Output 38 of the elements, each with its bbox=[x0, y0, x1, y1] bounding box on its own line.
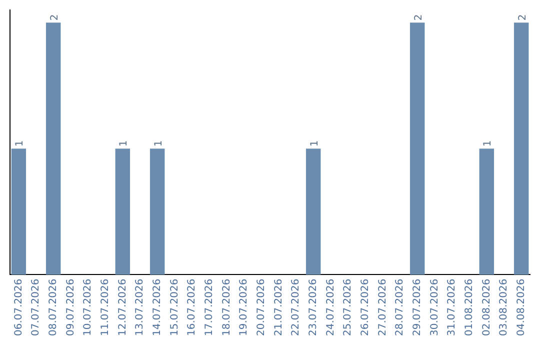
x-tick-label: 04.08.2026 bbox=[516, 278, 527, 336]
data-label: 1 bbox=[118, 140, 130, 147]
data-label: 2 bbox=[413, 14, 424, 21]
x-tick-label: 09.07.2026 bbox=[65, 278, 76, 336]
x-tick-label: 28.07.2026 bbox=[394, 278, 406, 336]
x-tick-label: 25.07.2026 bbox=[342, 278, 354, 336]
x-tick-label: 15.07.2026 bbox=[169, 278, 180, 336]
x-tick-label: 30.07.2026 bbox=[429, 278, 440, 336]
data-label: 1 bbox=[482, 140, 494, 147]
data-label: 1 bbox=[309, 140, 320, 147]
x-tick-label: 31.07.2026 bbox=[446, 278, 458, 336]
x-tick-label: 14.07.2026 bbox=[152, 278, 163, 336]
x-tick-label: 03.08.2026 bbox=[498, 278, 510, 336]
data-label: 1 bbox=[14, 140, 26, 147]
x-tick-label: 27.07.2026 bbox=[377, 278, 388, 336]
x-tick-label: 11.07.2026 bbox=[100, 278, 111, 336]
x-tick-label: 06.07.2026 bbox=[13, 278, 24, 336]
x-tick-label: 16.07.2026 bbox=[186, 278, 198, 336]
x-tick-label: 08.07.2026 bbox=[48, 278, 59, 336]
x-tick-label: 12.07.2026 bbox=[117, 278, 128, 336]
x-tick-label: 18.07.2026 bbox=[221, 278, 232, 336]
x-tick-label: 13.07.2026 bbox=[134, 278, 146, 336]
x-tick-label: 07.07.2026 bbox=[30, 278, 42, 336]
x-tick-label: 26.07.2026 bbox=[360, 278, 371, 336]
x-tick-label: 19.07.2026 bbox=[238, 278, 250, 336]
x-tick-label: 10.07.2026 bbox=[82, 278, 94, 336]
x-tick-label: 01.08.2026 bbox=[464, 278, 475, 336]
x-tick-label: 24.07.2026 bbox=[325, 278, 336, 336]
x-tick-label: 17.07.2026 bbox=[204, 278, 215, 336]
x-tick-label: 02.08.2026 bbox=[481, 278, 492, 336]
x-tick-label: 23.07.2026 bbox=[308, 278, 319, 336]
x-tick-label: 20.07.2026 bbox=[256, 278, 267, 336]
data-label: 2 bbox=[49, 14, 60, 21]
x-tick-label: 22.07.2026 bbox=[290, 278, 302, 336]
data-label: 1 bbox=[153, 140, 164, 147]
x-tick-label: 29.07.2026 bbox=[412, 278, 423, 336]
x-tick-label: 21.07.2026 bbox=[273, 278, 284, 336]
data-label: 2 bbox=[517, 14, 528, 21]
